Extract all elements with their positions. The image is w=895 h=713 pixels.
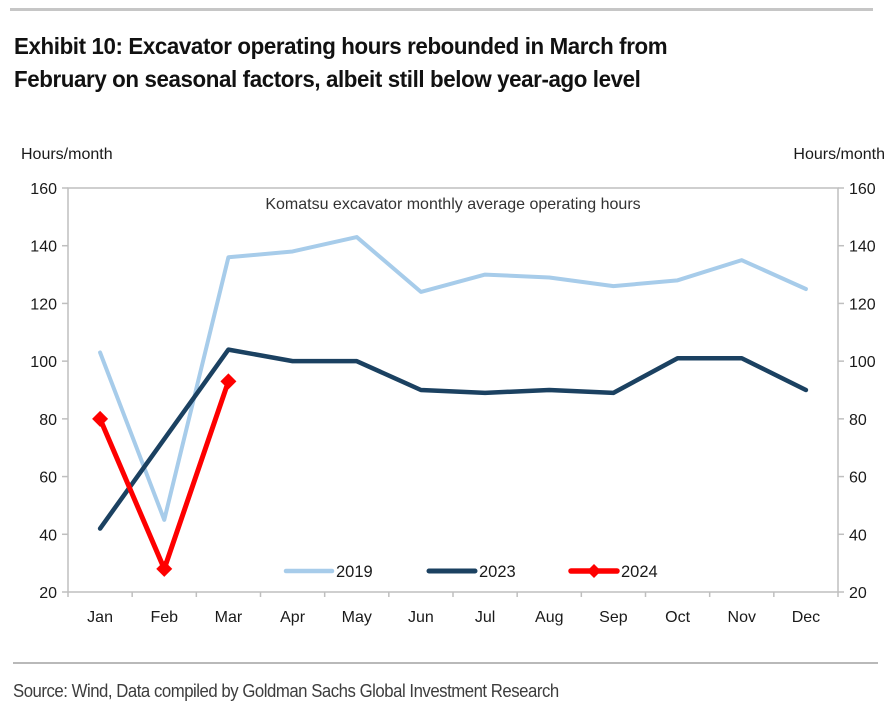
x-axis-label: May — [342, 609, 372, 626]
right-axis-unit-label: Hours/month — [793, 146, 885, 163]
y-axis-label-left: 120 — [30, 296, 57, 313]
x-axis-label: Jul — [475, 609, 495, 626]
legend-label-2024: 2024 — [621, 563, 658, 581]
x-axis-label: Apr — [280, 609, 306, 626]
x-axis-label: Dec — [792, 609, 820, 626]
x-axis-label: Feb — [150, 609, 178, 626]
y-axis-label-left: 60 — [39, 470, 57, 487]
left-axis-unit-label: Hours/month — [21, 146, 113, 163]
legend-marker-2024 — [587, 564, 601, 578]
exhibit-title-line-2: February on seasonal factors, albeit sti… — [14, 66, 641, 92]
series-line-2023 — [97, 347, 809, 531]
exhibit-title-line-1: Exhibit 10: Excavator operating hours re… — [14, 33, 668, 59]
y-axis-label-right: 40 — [849, 527, 867, 544]
y-axis-label-left: 20 — [39, 585, 57, 602]
y-axis-label-right: 100 — [849, 354, 876, 371]
x-axis-label: Oct — [665, 609, 690, 626]
y-axis-label-left: 140 — [30, 239, 57, 256]
x-axis-label: Jan — [87, 609, 113, 626]
x-axis-label: Jun — [408, 609, 434, 626]
source-note: Source: Wind, Data compiled by Goldman S… — [13, 681, 559, 701]
y-axis-label-right: 20 — [849, 585, 867, 602]
top-rule — [10, 8, 873, 11]
data-marker-2024 — [92, 410, 109, 427]
data-marker-2024 — [220, 373, 237, 390]
data-marker-2024 — [156, 560, 173, 577]
x-axis-label: Sep — [599, 609, 628, 626]
chart-title: Komatsu excavator monthly average operat… — [265, 196, 640, 213]
x-axis-label: Mar — [215, 609, 243, 626]
y-axis-label-left: 40 — [39, 527, 57, 544]
x-axis-label: Nov — [728, 609, 756, 626]
y-axis-label-right: 160 — [849, 181, 876, 198]
legend-label-2019: 2019 — [336, 563, 373, 581]
y-axis-label-right: 60 — [849, 470, 867, 487]
y-axis-label-right: 80 — [849, 412, 867, 429]
x-axis-label: Aug — [535, 609, 563, 626]
y-axis-label-left: 160 — [30, 181, 57, 198]
y-axis-label-left: 100 — [30, 354, 57, 371]
series-line-2024 — [97, 378, 231, 572]
y-axis-label-right: 140 — [849, 239, 876, 256]
series-line-2019 — [98, 235, 808, 522]
exhibit-title: Exhibit 10: Excavator operating hours re… — [14, 30, 848, 96]
legend-label-2023: 2023 — [479, 563, 516, 581]
y-axis-label-left: 80 — [39, 412, 57, 429]
footer-divider — [13, 662, 878, 664]
y-axis-label-right: 120 — [849, 296, 876, 313]
